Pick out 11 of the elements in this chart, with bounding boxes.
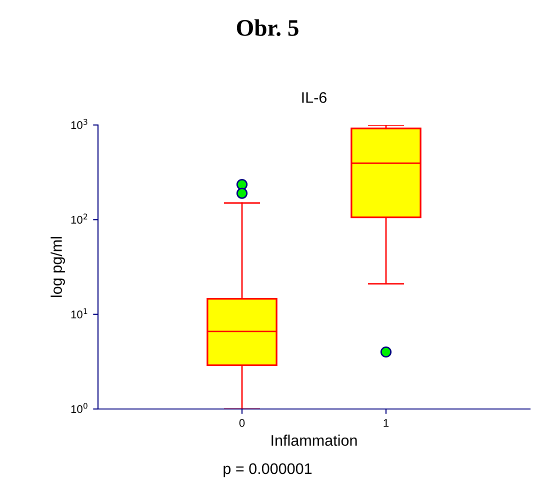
y-tick-label: 10$^{1}$ bbox=[71, 308, 88, 318]
chart-subtitle: IL-6 bbox=[302, 92, 326, 103]
x-axis-title: Inflammation bbox=[272, 434, 357, 446]
text: p = 0.000001 bbox=[224, 463, 312, 478]
y-tick-label: 10$^{3}$ bbox=[71, 118, 88, 130]
y-axis-title: log pg/ml bbox=[50, 237, 65, 297]
y-tick-label: 10$^{0}$ bbox=[71, 402, 88, 414]
x-tick-label: 1 bbox=[384, 419, 389, 427]
x-tick-label: 0 bbox=[239, 419, 245, 427]
chart-title: Obr. 5 bbox=[236, 19, 298, 36]
y-tick-label: 10$^{2}$ bbox=[71, 214, 88, 224]
